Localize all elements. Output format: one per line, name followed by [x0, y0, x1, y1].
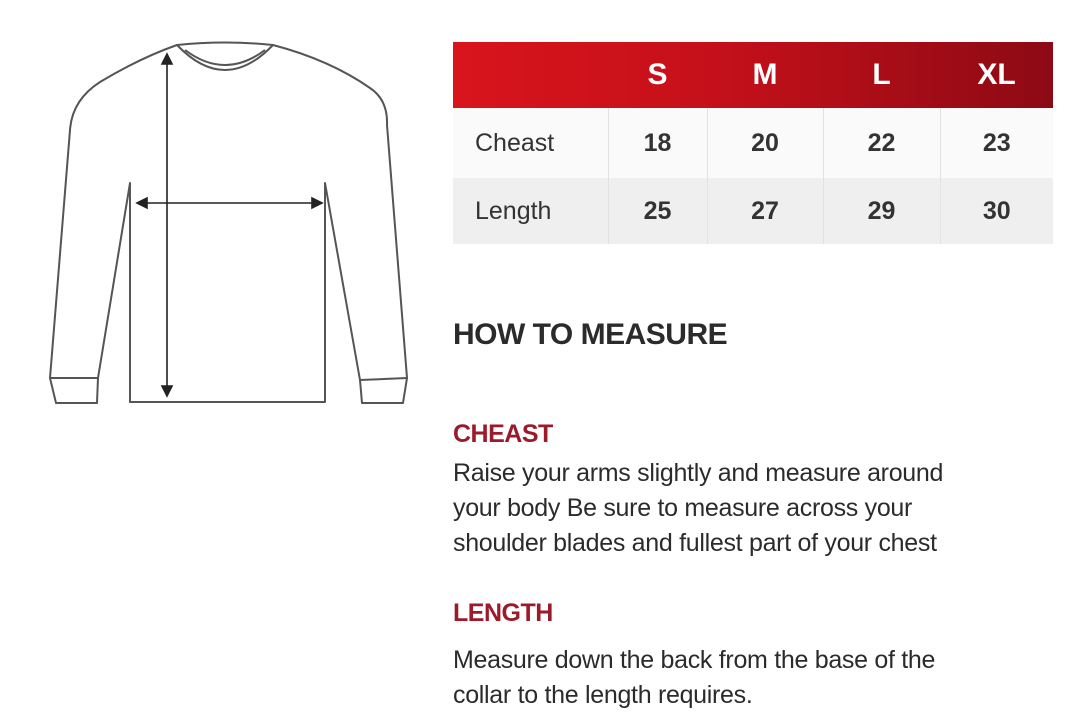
- header-size-l: L: [872, 58, 891, 91]
- cell-value: 22: [822, 108, 940, 178]
- cell-value: 23: [939, 108, 1053, 178]
- how-to-measure-title: HOW TO MEASURE: [453, 318, 728, 351]
- text-line: Measure down the back from the base of t…: [453, 646, 936, 674]
- row-label: Cheast: [453, 108, 608, 178]
- sweatshirt-measurement-diagram: [49, 41, 408, 404]
- header-size-s: S: [647, 58, 668, 91]
- chest-instructions: Raise your arms slightly and measure aro…: [453, 456, 1053, 561]
- size-chart-table: S M L XL Cheast 18 20 22 23 Length 25 27…: [453, 42, 1053, 244]
- cell-value: 30: [939, 178, 1053, 244]
- cell-value: 20: [706, 108, 823, 178]
- text-line: your body Be sure to measure across your: [453, 494, 913, 522]
- row-label: Length: [453, 178, 608, 244]
- cell-value: 25: [607, 178, 707, 244]
- length-instructions: Measure down the back from the base of t…: [453, 643, 1053, 713]
- cell-value: 29: [822, 178, 940, 244]
- header-size-xl: XL: [977, 58, 1016, 91]
- cell-value: 27: [706, 178, 823, 244]
- text-line: Raise your arms slightly and measure aro…: [453, 459, 944, 487]
- length-heading: LENGTH: [453, 599, 553, 627]
- text-line: collar to the length requires.: [453, 681, 753, 709]
- text-line: shoulder blades and fullest part of your…: [453, 529, 937, 557]
- header-size-m: M: [752, 58, 778, 91]
- header-blank: [453, 42, 608, 108]
- table-row: Length 25 27 29 30: [453, 178, 1053, 244]
- table-row: Cheast 18 20 22 23: [453, 108, 1053, 178]
- chest-heading: CHEAST: [453, 420, 553, 448]
- size-header-row: S M L XL: [453, 42, 1053, 108]
- cell-value: 18: [607, 108, 707, 178]
